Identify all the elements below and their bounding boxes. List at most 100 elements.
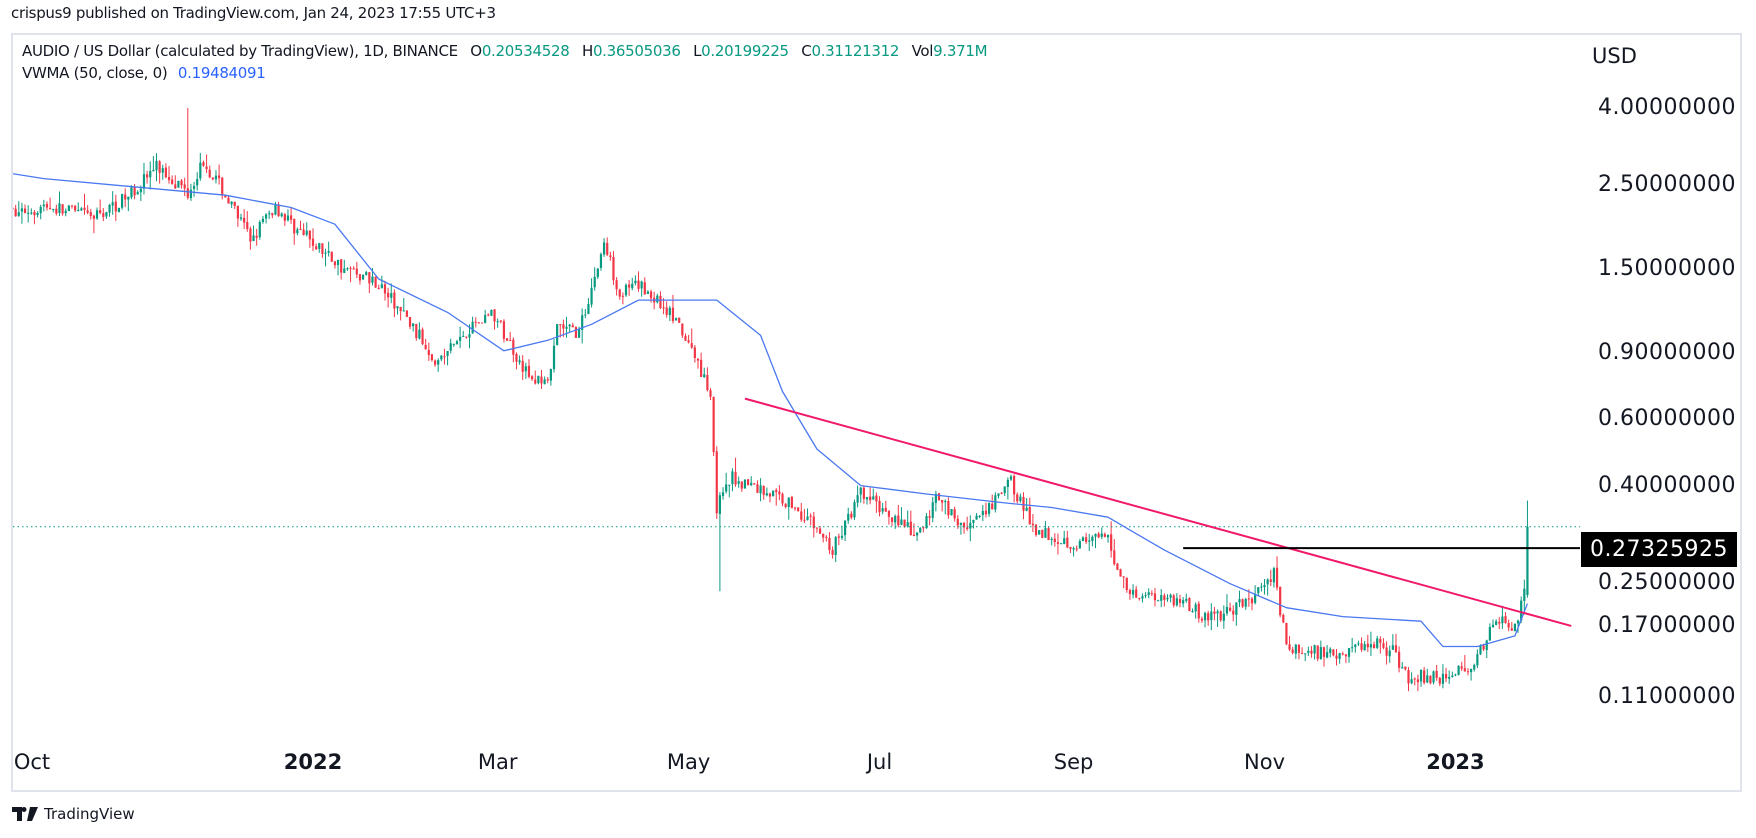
- candle: [1250, 597, 1254, 611]
- candle: [1016, 492, 1019, 504]
- candle: [61, 204, 64, 216]
- candle: [380, 275, 383, 289]
- candle: [956, 515, 959, 529]
- candle: [1050, 536, 1053, 546]
- candle: [527, 359, 531, 379]
- candle-body: [740, 481, 743, 489]
- candle: [477, 322, 480, 324]
- candle-body: [790, 496, 793, 508]
- candle: [271, 212, 274, 219]
- candle: [1169, 593, 1172, 603]
- candle-body: [67, 205, 70, 212]
- candle: [424, 338, 427, 350]
- symbol-legend: AUDIO / US Dollar (calculated by Trading…: [22, 42, 988, 60]
- candle: [1066, 530, 1069, 548]
- candle-body: [315, 246, 318, 250]
- close-value: 0.31121312: [811, 42, 900, 60]
- candle: [1185, 593, 1188, 603]
- candle: [484, 309, 487, 324]
- candle-body: [524, 366, 527, 372]
- candle-body: [947, 501, 950, 516]
- candle: [408, 316, 412, 330]
- candle: [1394, 633, 1398, 653]
- candle: [972, 519, 975, 529]
- candle-body: [189, 189, 193, 199]
- candle: [656, 293, 659, 304]
- candle-body: [700, 359, 703, 377]
- candle-body: [13, 207, 14, 210]
- tradingview-logo[interactable]: TradingView: [12, 805, 135, 823]
- candle-body: [1507, 622, 1510, 628]
- candle-body: [368, 272, 371, 284]
- candle-body: [674, 318, 678, 321]
- candle: [117, 207, 121, 213]
- price-tick: 1.50000000: [1598, 255, 1736, 281]
- candle: [1232, 605, 1235, 622]
- candle: [1006, 477, 1009, 500]
- candle: [922, 526, 925, 533]
- candle: [815, 527, 819, 533]
- candle-body: [1504, 616, 1507, 624]
- candle: [1260, 582, 1263, 592]
- candle: [1031, 514, 1034, 533]
- candle: [865, 496, 869, 505]
- candle-body: [762, 485, 765, 495]
- descending-trendline[interactable]: [744, 397, 1572, 627]
- candle: [1419, 669, 1423, 687]
- candle: [1316, 645, 1319, 662]
- candle: [383, 280, 387, 301]
- candle-body: [1116, 563, 1119, 570]
- candle-body: [671, 307, 675, 321]
- candle-body: [1197, 603, 1200, 619]
- candle-body: [837, 536, 840, 538]
- candle: [146, 170, 149, 184]
- candle-body: [656, 295, 659, 303]
- candle: [549, 368, 552, 386]
- candle-body: [853, 502, 856, 518]
- candle: [1429, 675, 1432, 685]
- candle-body: [1028, 507, 1031, 525]
- candle-body: [1013, 475, 1016, 495]
- candle: [1376, 635, 1379, 650]
- candle-body: [662, 307, 665, 309]
- candle: [1451, 671, 1454, 678]
- candle: [934, 490, 937, 512]
- candle: [468, 324, 471, 349]
- candle: [546, 376, 549, 384]
- candle-body: [283, 214, 286, 221]
- candle: [700, 352, 703, 377]
- candle-body: [1444, 673, 1448, 679]
- candle-body: [900, 519, 903, 525]
- candle: [1501, 605, 1504, 629]
- candle: [919, 526, 922, 534]
- candle-body: [471, 321, 474, 334]
- candle-body: [1347, 648, 1351, 657]
- candle: [1116, 562, 1119, 571]
- indicator-legend[interactable]: VWMA (50, close, 0) 0.19484091: [22, 64, 266, 82]
- candle-body: [424, 344, 427, 350]
- candle-body: [903, 519, 906, 527]
- candle-body: [70, 205, 74, 207]
- candle: [1466, 668, 1470, 676]
- candle-body: [133, 186, 136, 196]
- candle: [756, 480, 759, 494]
- candle: [155, 153, 158, 182]
- candle-body: [693, 347, 696, 359]
- candle-body: [302, 229, 305, 236]
- candle: [1094, 533, 1097, 549]
- candle-body: [390, 293, 393, 298]
- candle: [221, 177, 224, 200]
- candle-body: [915, 532, 919, 536]
- candle-body: [797, 507, 800, 512]
- candle-body: [753, 483, 756, 485]
- candle: [712, 396, 715, 457]
- candle: [67, 204, 70, 212]
- candle-body: [890, 517, 894, 522]
- candle: [77, 202, 80, 212]
- candle: [925, 512, 928, 529]
- candle-body: [721, 492, 725, 496]
- candle: [459, 326, 462, 349]
- candle-body: [793, 507, 797, 509]
- candle-body: [969, 522, 972, 529]
